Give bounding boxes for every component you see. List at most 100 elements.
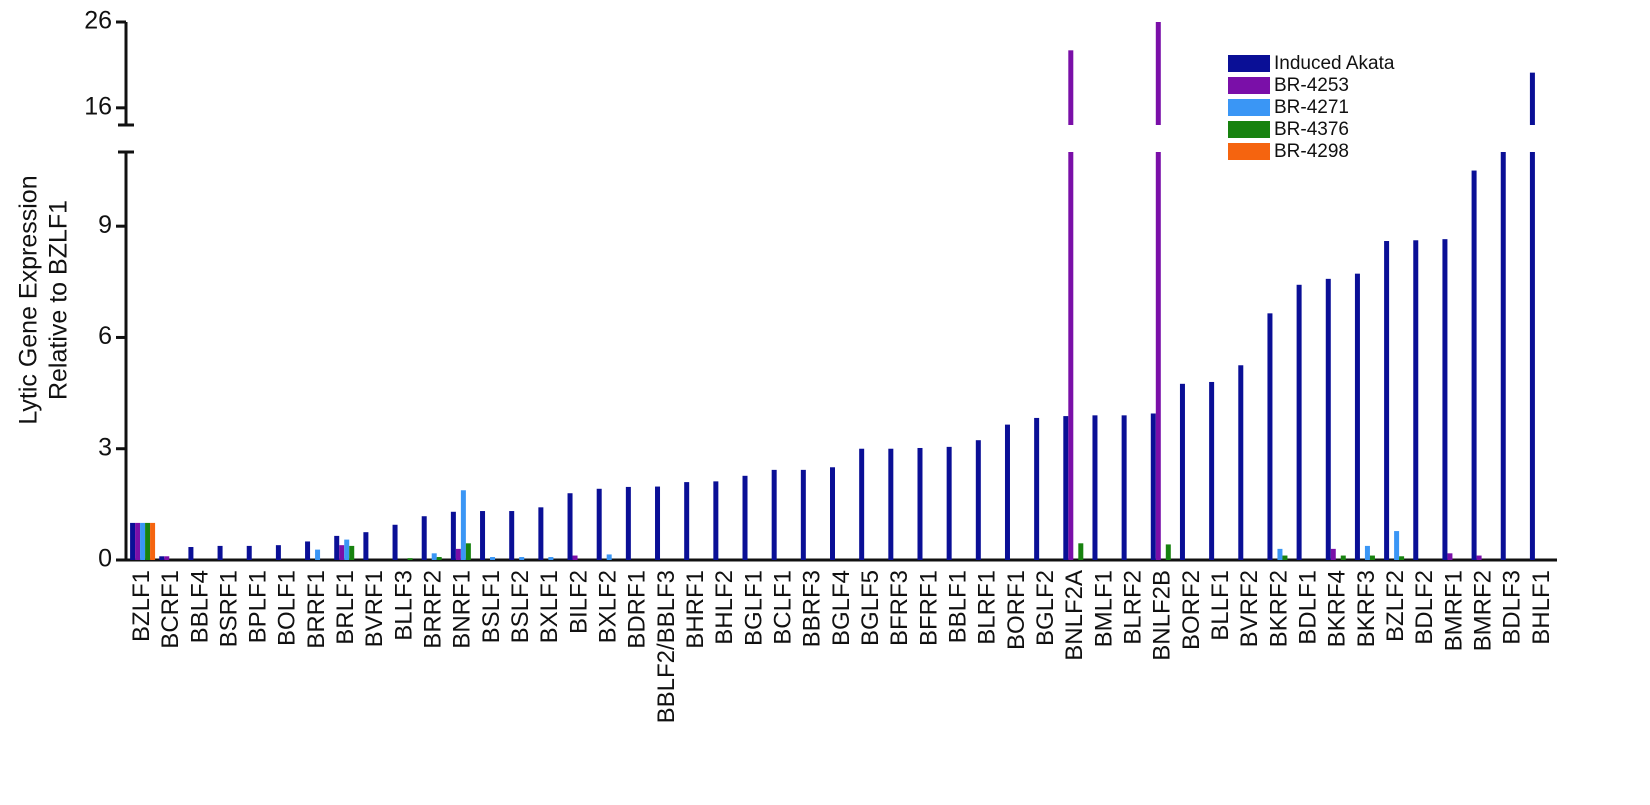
bar <box>1369 555 1375 560</box>
bar <box>1165 544 1171 560</box>
bar <box>1340 555 1346 560</box>
x-tick-label: BBLF1 <box>944 570 971 643</box>
x-tick-label: BXLF1 <box>536 570 563 643</box>
legend-label: Induced Akata <box>1274 53 1395 74</box>
bar <box>830 467 835 560</box>
legend-label: BR-4298 <box>1274 141 1349 162</box>
x-tick-label: BOLF1 <box>274 570 301 646</box>
bar <box>150 522 156 560</box>
x-tick-label: BNRF1 <box>449 570 476 649</box>
x-tick-label: BDLF3 <box>1499 570 1526 645</box>
legend-swatch <box>1228 121 1270 138</box>
x-tick-label: BBLF4 <box>186 570 213 643</box>
bar <box>1155 152 1161 560</box>
x-tick-label: BZLF1 <box>128 570 155 642</box>
bar <box>1413 240 1419 560</box>
bar <box>460 490 466 560</box>
y-tick-label: 3 <box>98 433 112 461</box>
x-tick-label: BNLF2B <box>1149 570 1176 661</box>
bar <box>315 549 321 560</box>
bar <box>606 554 612 560</box>
bar <box>455 548 461 560</box>
x-tick-label: BSLF1 <box>478 570 505 643</box>
x-tick-label: BPLF1 <box>245 570 272 643</box>
bar <box>407 558 413 560</box>
x-tick-label: BVRF1 <box>361 570 388 647</box>
bar <box>1354 273 1360 560</box>
bar <box>1068 152 1074 560</box>
bar <box>305 541 311 560</box>
bar <box>1092 415 1098 560</box>
bar <box>1330 548 1336 560</box>
x-tick-label: BMRF1 <box>1440 570 1467 651</box>
x-tick-label: BGLF2 <box>1032 570 1059 646</box>
legend-swatch <box>1228 55 1270 72</box>
x-tick-label: BHLF1 <box>1528 570 1555 645</box>
x-tick-label: BKRF3 <box>1353 570 1380 647</box>
bar <box>655 486 661 560</box>
bar <box>1500 152 1506 560</box>
bar <box>1063 416 1069 560</box>
bar <box>1442 239 1448 560</box>
bar <box>917 447 923 560</box>
bar <box>1150 413 1156 560</box>
bar <box>742 475 748 560</box>
y-tick-label: 26 <box>84 7 112 35</box>
bar <box>421 516 427 560</box>
bar <box>436 557 442 560</box>
y-tick-label: 0 <box>98 545 112 573</box>
bar <box>1471 170 1477 560</box>
bar <box>859 448 865 560</box>
x-tick-label: BGLF1 <box>740 570 767 646</box>
x-tick-label: BRRF1 <box>303 570 330 649</box>
x-tick-label: BLRF2 <box>1119 570 1146 645</box>
y-axis-title: Relative to BZLF1 <box>45 200 73 400</box>
bar <box>1529 152 1535 560</box>
bar <box>1296 284 1302 560</box>
bar <box>140 522 146 560</box>
bar <box>363 532 369 560</box>
bar <box>1282 555 1288 560</box>
bar <box>1209 381 1215 560</box>
x-tick-label: BFRF1 <box>915 570 942 646</box>
bar <box>450 511 456 560</box>
x-tick-label: BLLF1 <box>1207 570 1234 641</box>
bar <box>145 522 151 560</box>
bar <box>1238 365 1244 560</box>
x-tick-label: BDLF2 <box>1411 570 1438 645</box>
x-tick-label: BORF1 <box>1003 570 1030 650</box>
bar <box>1325 278 1331 560</box>
bar <box>1004 424 1010 560</box>
bar <box>275 545 281 560</box>
bar <box>713 481 719 560</box>
bar <box>130 522 136 560</box>
y-tick-label: 9 <box>98 211 112 239</box>
bar <box>975 440 981 560</box>
x-tick-label: BGLF4 <box>828 570 855 646</box>
bar <box>800 469 806 560</box>
bar <box>480 511 486 560</box>
x-tick-label: BRLF1 <box>332 570 359 645</box>
x-tick-label: BSRF1 <box>215 570 242 647</box>
x-tick-label: BBRF3 <box>799 570 826 647</box>
legend-swatch <box>1228 99 1270 116</box>
bar <box>1121 415 1127 560</box>
bar <box>246 545 252 560</box>
x-tick-label: BSLF2 <box>507 570 534 643</box>
bar <box>1034 417 1040 560</box>
bar <box>392 524 398 560</box>
x-tick-label: BFRF3 <box>886 570 913 646</box>
x-tick-label: BBLF2/BBLF3 <box>653 570 680 723</box>
bar <box>519 557 525 560</box>
bar <box>1529 72 1535 125</box>
bar <box>217 545 223 560</box>
x-tick-label: BHRF1 <box>682 570 709 649</box>
bar <box>771 469 777 560</box>
bar <box>465 543 471 560</box>
bar <box>625 486 631 560</box>
bar <box>1364 545 1370 560</box>
bar <box>1179 383 1185 560</box>
x-tick-label: BXLF2 <box>595 570 622 643</box>
